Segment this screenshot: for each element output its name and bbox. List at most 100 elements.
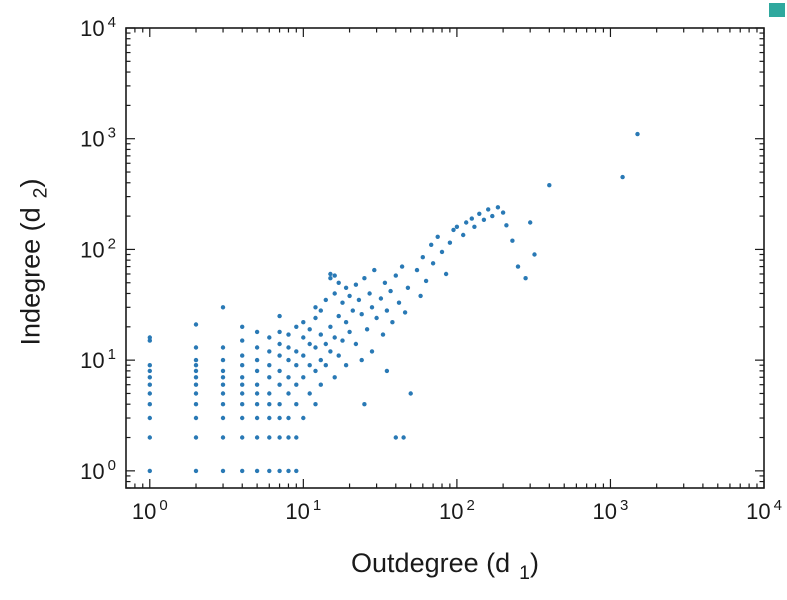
data-point: [220, 345, 226, 350]
data-point: [254, 391, 260, 396]
tick-label: 10 2: [80, 235, 116, 262]
data-point: [240, 375, 245, 380]
data-point: [294, 349, 299, 354]
data-point: [464, 220, 469, 225]
data-point: [193, 391, 199, 396]
data-point: [439, 249, 445, 255]
data-point: [277, 382, 282, 387]
data-point: [286, 391, 291, 396]
data-point: [313, 368, 318, 374]
data-point: [367, 291, 372, 296]
data-point: [443, 271, 449, 277]
y-axis-label: Indegree (d 2): [16, 179, 53, 346]
data-point: [313, 315, 318, 321]
data-point: [318, 382, 323, 387]
data-point: [254, 368, 260, 374]
data-point: [318, 357, 323, 363]
data-point: [469, 216, 474, 221]
data-point: [451, 227, 456, 233]
data-point: [294, 363, 299, 368]
data-point: [500, 210, 506, 215]
data-point: [347, 293, 352, 299]
data-point: [369, 349, 375, 354]
data-point: [402, 310, 408, 315]
data-point: [396, 300, 402, 305]
data-point: [418, 293, 423, 299]
data-point: [323, 297, 328, 303]
data-point: [240, 402, 245, 407]
data-point: [294, 382, 299, 387]
data-point: [193, 415, 199, 421]
tick-label: 10 3: [80, 125, 116, 152]
data-point: [336, 280, 341, 285]
corner-badge: [769, 3, 785, 17]
data-point: [429, 242, 434, 247]
data-point: [350, 308, 355, 313]
data-point: [220, 391, 226, 396]
data-point: [408, 391, 413, 396]
data-point: [147, 335, 152, 340]
data-point: [277, 468, 282, 474]
data-point: [193, 357, 199, 363]
data-point: [147, 468, 152, 474]
data-point: [332, 375, 337, 380]
data-point: [286, 345, 291, 350]
data-point: [240, 324, 245, 329]
data-point: [147, 363, 152, 368]
data-point: [301, 415, 306, 421]
data-point: [384, 308, 390, 313]
data-point: [332, 291, 337, 296]
data-point: [620, 174, 625, 180]
data-point: [343, 320, 349, 325]
data-point: [147, 368, 152, 374]
plot-frame: [125, 27, 765, 489]
data-point: [294, 468, 299, 474]
data-point: [435, 234, 440, 239]
data-point: [254, 468, 260, 474]
x-axis-label-close: ): [529, 548, 539, 578]
tick-label: 10 1: [80, 346, 116, 373]
data-point: [294, 402, 299, 407]
data-point: [393, 435, 398, 440]
data-point: [267, 363, 272, 368]
data-point: [347, 329, 352, 335]
data-point: [240, 338, 245, 343]
data-point: [313, 345, 318, 350]
data-point: [343, 363, 349, 368]
data-point: [286, 332, 291, 337]
data-point: [254, 382, 260, 387]
data-point: [307, 327, 312, 332]
data-point: [267, 468, 272, 474]
y-axis-label-close: ): [15, 178, 46, 188]
data-point: [353, 341, 359, 347]
data-point: [286, 375, 291, 380]
data-point: [313, 402, 318, 407]
data-point: [328, 324, 333, 329]
data-point: [532, 252, 537, 257]
data-point: [401, 435, 406, 440]
data-point: [240, 391, 245, 396]
x-axis-label: Outdegree (d 1): [126, 548, 764, 585]
data-point: [328, 276, 333, 281]
data-point: [267, 435, 272, 440]
data-point: [240, 353, 245, 358]
data-point: [147, 338, 152, 343]
data-point: [481, 217, 487, 222]
data-point: [307, 391, 312, 396]
data-point: [359, 357, 364, 363]
data-point: [240, 468, 245, 474]
data-point: [147, 435, 152, 440]
data-point: [430, 261, 436, 266]
data-point: [447, 240, 453, 245]
data-point: [382, 280, 388, 285]
data-point: [423, 278, 429, 284]
tick-label: 10 4: [746, 497, 782, 524]
x-axis-label-subscript: 1: [519, 561, 530, 584]
data-point: [267, 349, 272, 354]
tick-label: 10 4: [80, 14, 116, 41]
data-point: [193, 382, 199, 387]
data-point: [328, 271, 333, 277]
x-axis-label-text: Outdegree (d: [351, 548, 511, 578]
data-point: [277, 368, 282, 374]
